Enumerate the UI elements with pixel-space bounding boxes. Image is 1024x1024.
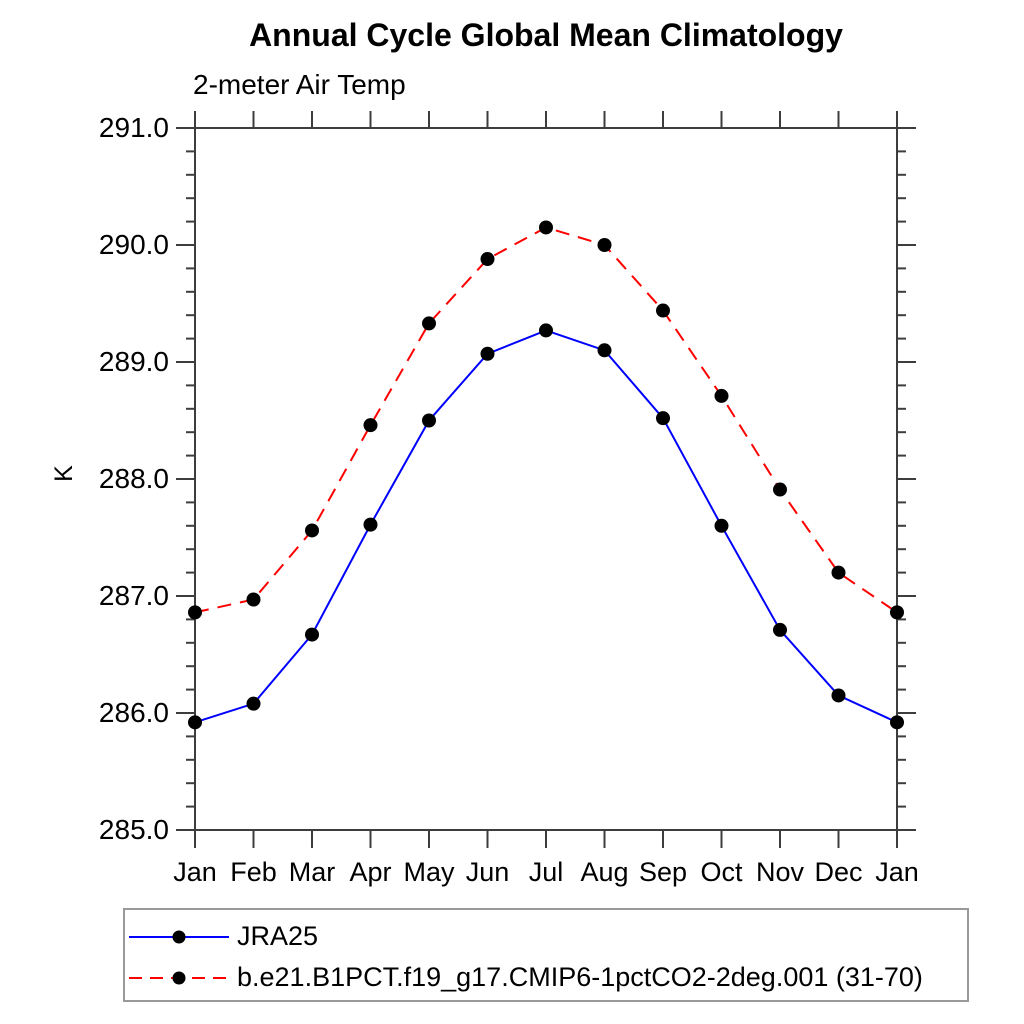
data-point <box>188 715 202 730</box>
legend-label-jra25: JRA25 <box>237 921 319 951</box>
x-tick-label: Feb <box>230 857 277 887</box>
legend-item-jra25: JRA25 <box>129 916 967 957</box>
series-line-model <box>194 226 898 614</box>
data-point <box>890 605 904 620</box>
x-tick-label: Sep <box>639 857 687 887</box>
x-tick-label: Mar <box>289 857 336 887</box>
data-point <box>714 388 729 403</box>
legend-item-model: b.e21.B1PCT.f19_g17.CMIP6-1pctCO2-2deg.0… <box>129 957 967 998</box>
x-tick-label: Nov <box>756 857 805 887</box>
data-point <box>188 605 202 620</box>
legend-line-sample-dashed <box>129 971 229 984</box>
data-point <box>539 220 553 235</box>
data-point <box>831 565 846 580</box>
data-point <box>890 715 904 730</box>
data-point <box>714 518 729 533</box>
x-tick-label: Oct <box>700 857 743 887</box>
y-tick-label: 291.0 <box>99 112 169 143</box>
data-point <box>656 303 670 318</box>
series-line-jra25 <box>194 329 898 724</box>
y-tick-label: 286.0 <box>99 697 169 728</box>
y-tick-label: 285.0 <box>99 814 169 845</box>
x-tick-label: May <box>403 857 455 887</box>
x-tick-label: Aug <box>580 857 628 887</box>
data-point <box>656 411 670 426</box>
y-tick-label: 289.0 <box>99 346 169 377</box>
chart-title: Annual Cycle Global Mean Climatology <box>249 17 843 53</box>
y-tick-label: 290.0 <box>99 229 169 260</box>
data-point <box>422 316 436 331</box>
data-point <box>597 238 612 252</box>
data-point <box>773 482 787 497</box>
data-point <box>246 592 261 607</box>
legend-line-sample-solid <box>129 930 229 943</box>
y-tick-label: 287.0 <box>99 580 169 611</box>
data-point <box>422 413 436 428</box>
data-point <box>480 346 495 361</box>
legend-box: JRA25 b.e21.B1PCT.f19_g17.CMIP6-1pctCO2-… <box>123 908 969 1002</box>
data-point <box>831 688 846 703</box>
data-point <box>480 252 495 267</box>
plot-area: 285.0 286.0 287.0 288.0 289.0 290.0 291.0 Jan Fe… <box>99 111 919 887</box>
chart-subtitle: 2-meter Air Temp <box>193 69 406 100</box>
data-point <box>305 523 319 538</box>
data-point <box>363 517 378 532</box>
x-tick-label: Jul <box>529 857 564 887</box>
legend-label-model: b.e21.B1PCT.f19_g17.CMIP6-1pctCO2-2deg.0… <box>237 962 923 992</box>
data-point <box>773 622 787 637</box>
data-point <box>539 323 553 338</box>
x-tick-label: Jan <box>173 857 217 887</box>
legend-sample-marker <box>172 971 186 984</box>
data-point <box>305 627 319 642</box>
x-tick-label: Jan <box>875 857 919 887</box>
y-tick-label: 288.0 <box>99 463 169 494</box>
x-tick-label: Apr <box>349 857 391 887</box>
data-point <box>246 696 261 711</box>
x-tick-label: Dec <box>814 857 862 887</box>
data-point <box>597 343 612 358</box>
data-point <box>363 418 378 433</box>
legend-sample-marker <box>172 930 186 943</box>
x-tick-label: Jun <box>466 857 510 887</box>
